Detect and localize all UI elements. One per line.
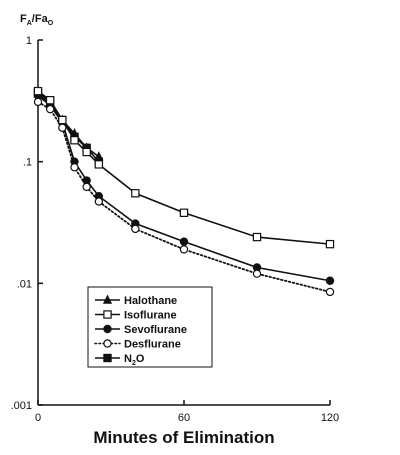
legend-label-sevoflurane: Sevoflurane (124, 324, 187, 336)
series-line-desflurane (37, 100, 331, 293)
data-point-isoflurane (58, 115, 67, 125)
data-point-sevoflurane (325, 276, 335, 285)
data-point-desflurane (94, 197, 104, 206)
y-tick-label: .001 (11, 400, 32, 412)
data-point-desflurane (179, 245, 189, 254)
legend: Halothane Isoflurane Sevoflurane Desflurane… (87, 286, 213, 368)
data-point-sevoflurane (179, 237, 189, 246)
series-isoflurane (33, 86, 335, 249)
series-line-sevoflurane (37, 94, 331, 282)
legend-item-isoflurane: Isoflurane (95, 310, 177, 322)
x-ticks: 0 60 120 (35, 400, 339, 424)
series-layer (33, 86, 335, 297)
x-axis-title: Minutes of Elimination (93, 428, 274, 447)
data-point-desflurane (82, 182, 91, 192)
series-sevoflurane (33, 91, 335, 285)
y-axis-title-sub-1: A (27, 20, 32, 27)
legend-item-halothane: Halothane (95, 294, 177, 307)
series-line-isoflurane (37, 90, 331, 245)
legend-marker-n2o (103, 353, 112, 363)
series-desflurane (33, 97, 335, 297)
data-point-desflurane (45, 104, 55, 114)
y-tick-label: .1 (23, 157, 32, 169)
legend-label-isoflurane: Isoflurane (124, 310, 177, 322)
y-tick-label: 1 (26, 35, 32, 47)
data-point-isoflurane (131, 189, 140, 198)
data-point-desflurane (325, 287, 335, 297)
data-point-isoflurane (82, 147, 91, 157)
legend-label-n2o: N2O (124, 353, 145, 367)
data-point-isoflurane (33, 86, 43, 96)
x-tick-label: 120 (321, 412, 339, 424)
data-point-desflurane (70, 163, 79, 172)
x-tick-label: 0 (35, 412, 41, 424)
y-tick-label: .01 (17, 278, 32, 290)
data-point-desflurane (33, 97, 43, 107)
y-axis-title-main-1: F (20, 13, 27, 25)
y-axis-title-sub-2: O (48, 20, 54, 27)
data-point-isoflurane (252, 232, 262, 242)
data-point-desflurane (131, 224, 140, 234)
legend-marker-desflurane (103, 339, 112, 348)
legend-item-n2o: N2O (95, 353, 145, 367)
y-axis-title: FA/FaO (20, 13, 54, 27)
legend-marker-halothane (102, 294, 113, 304)
data-point-isoflurane (179, 208, 189, 217)
data-point-desflurane (252, 269, 262, 278)
y-axis-title-slash: / (32, 13, 35, 25)
legend-item-sevoflurane: Sevoflurane (95, 324, 187, 336)
legend-item-desflurane: Desflurane (94, 339, 181, 351)
svg-text:FA/FaO: FA/FaO (20, 13, 54, 27)
y-ticks: .001 .01 .1 1 (11, 35, 43, 412)
legend-marker-sevoflurane (103, 324, 112, 334)
legend-label-halothane: Halothane (124, 295, 177, 307)
data-point-isoflurane (94, 160, 104, 169)
data-point-isoflurane (325, 239, 335, 249)
data-point-isoflurane (70, 136, 79, 145)
x-tick-label: 60 (178, 412, 190, 424)
legend-label-desflurane: Desflurane (124, 339, 181, 351)
y-axis-title-main-2: Fa (35, 13, 49, 25)
legend-marker-isoflurane (103, 310, 112, 319)
data-point-isoflurane (45, 96, 55, 105)
